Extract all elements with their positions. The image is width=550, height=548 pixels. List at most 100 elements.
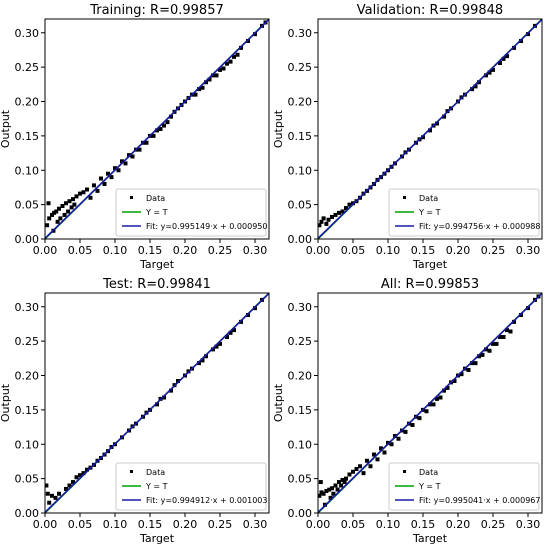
data-point [155, 402, 159, 407]
data-point [498, 335, 502, 339]
data-point [95, 188, 100, 193]
y-tick-label: 0.30 [288, 27, 313, 40]
data-point [64, 201, 68, 206]
data-point [204, 354, 208, 359]
data-point [333, 212, 338, 217]
data-point [228, 59, 233, 64]
data-point [501, 335, 506, 339]
plot-area [45, 293, 269, 513]
data-point [435, 396, 439, 401]
data-point [162, 395, 166, 400]
data-point [60, 204, 65, 208]
data-point [200, 85, 205, 90]
x-tick-label: 0.05 [68, 518, 93, 531]
data-point [344, 206, 348, 211]
x-tick-label: 0.10 [103, 518, 128, 531]
x-tick-label: 0.30 [516, 244, 541, 257]
legend-data-marker [130, 470, 133, 473]
data-point [319, 490, 324, 495]
y-tick-label: 0.30 [15, 27, 40, 40]
fit-line [318, 293, 542, 513]
data-point [137, 147, 142, 152]
data-point [347, 202, 352, 207]
data-point [389, 442, 394, 447]
data-point [106, 171, 110, 176]
y-axis-label: Output [272, 383, 285, 422]
y-tick-label: 0.20 [15, 370, 40, 383]
data-point [410, 423, 415, 427]
legend-label-data: Data [419, 194, 438, 203]
data-point [331, 491, 336, 496]
data-point [321, 491, 326, 496]
subplot-title: All: R=0.99853 [381, 277, 479, 292]
data-point [379, 446, 383, 451]
data-point [358, 464, 362, 469]
data-point [505, 328, 509, 333]
data-point [55, 219, 60, 224]
data-point [99, 176, 103, 181]
data-point [421, 135, 425, 140]
data-point [459, 372, 464, 377]
data-point [64, 486, 68, 491]
data-point [505, 54, 509, 59]
data-point [340, 478, 345, 482]
data-point [102, 182, 107, 186]
data-point [155, 128, 159, 133]
y-axis-label: Output [0, 109, 12, 148]
data-point [81, 471, 86, 476]
data-point [333, 483, 338, 488]
y-tick-label: 0.10 [15, 438, 40, 451]
y-tick-label: 0.10 [288, 164, 313, 177]
y-tick-label: 0.20 [288, 96, 313, 109]
x-tick-label: 0.05 [341, 518, 366, 531]
legend-label-data: Data [146, 194, 165, 203]
data-point [221, 66, 226, 71]
data-point [477, 354, 481, 359]
x-axis-label: Target [412, 258, 448, 271]
data-point [127, 153, 131, 158]
data-point [45, 491, 50, 496]
data-point [197, 87, 201, 92]
x-tick-label: 0.30 [243, 244, 268, 257]
data-point [228, 330, 233, 335]
data-point [424, 409, 429, 414]
data-point [45, 483, 49, 488]
data-point [235, 52, 240, 57]
data-point [477, 80, 481, 85]
data-point [318, 493, 322, 498]
data-point [494, 341, 499, 346]
x-tick-label: 0.00 [306, 244, 331, 257]
y-tick-label: 0.10 [288, 438, 313, 451]
data-point [428, 402, 432, 407]
subplot-training: 0.000.00 0.05 0.05 0.10 0.10 0.15 0.15 0.20 0.20… [0, 3, 270, 271]
axes-frame [44, 18, 270, 240]
y-tick-label: 0.05 [15, 473, 40, 486]
data-point [85, 467, 89, 472]
data-point [351, 469, 355, 474]
y-tick-label: 0.30 [288, 301, 313, 314]
x-tick-label: 0.20 [446, 518, 471, 531]
data-point [340, 209, 345, 214]
subplot-title: Training: R=0.99857 [89, 3, 224, 18]
data-point [354, 467, 359, 471]
data-point [335, 487, 340, 492]
data-point [324, 221, 329, 226]
data-point [372, 452, 376, 457]
data-point [318, 480, 323, 485]
data-point [328, 495, 333, 500]
data-point [466, 368, 471, 372]
y-tick-label: 0.00 [15, 507, 40, 520]
subplot-validation: 0.000.00 0.05 0.05 0.10 0.10 0.15 0.15 0.20 0.20… [272, 3, 543, 271]
legend-label-identity: Y = T [145, 482, 168, 491]
y-tick-label: 0.25 [288, 335, 313, 348]
data-point [452, 379, 457, 383]
data-point [74, 475, 79, 480]
x-axis-label: Target [139, 532, 175, 545]
data-point [67, 199, 72, 204]
data-point [484, 73, 488, 78]
data-point [78, 191, 82, 196]
subplot-title: Test: R=0.99841 [102, 277, 211, 292]
legend-label-identity: Y = T [418, 208, 441, 217]
data-point [339, 483, 344, 488]
